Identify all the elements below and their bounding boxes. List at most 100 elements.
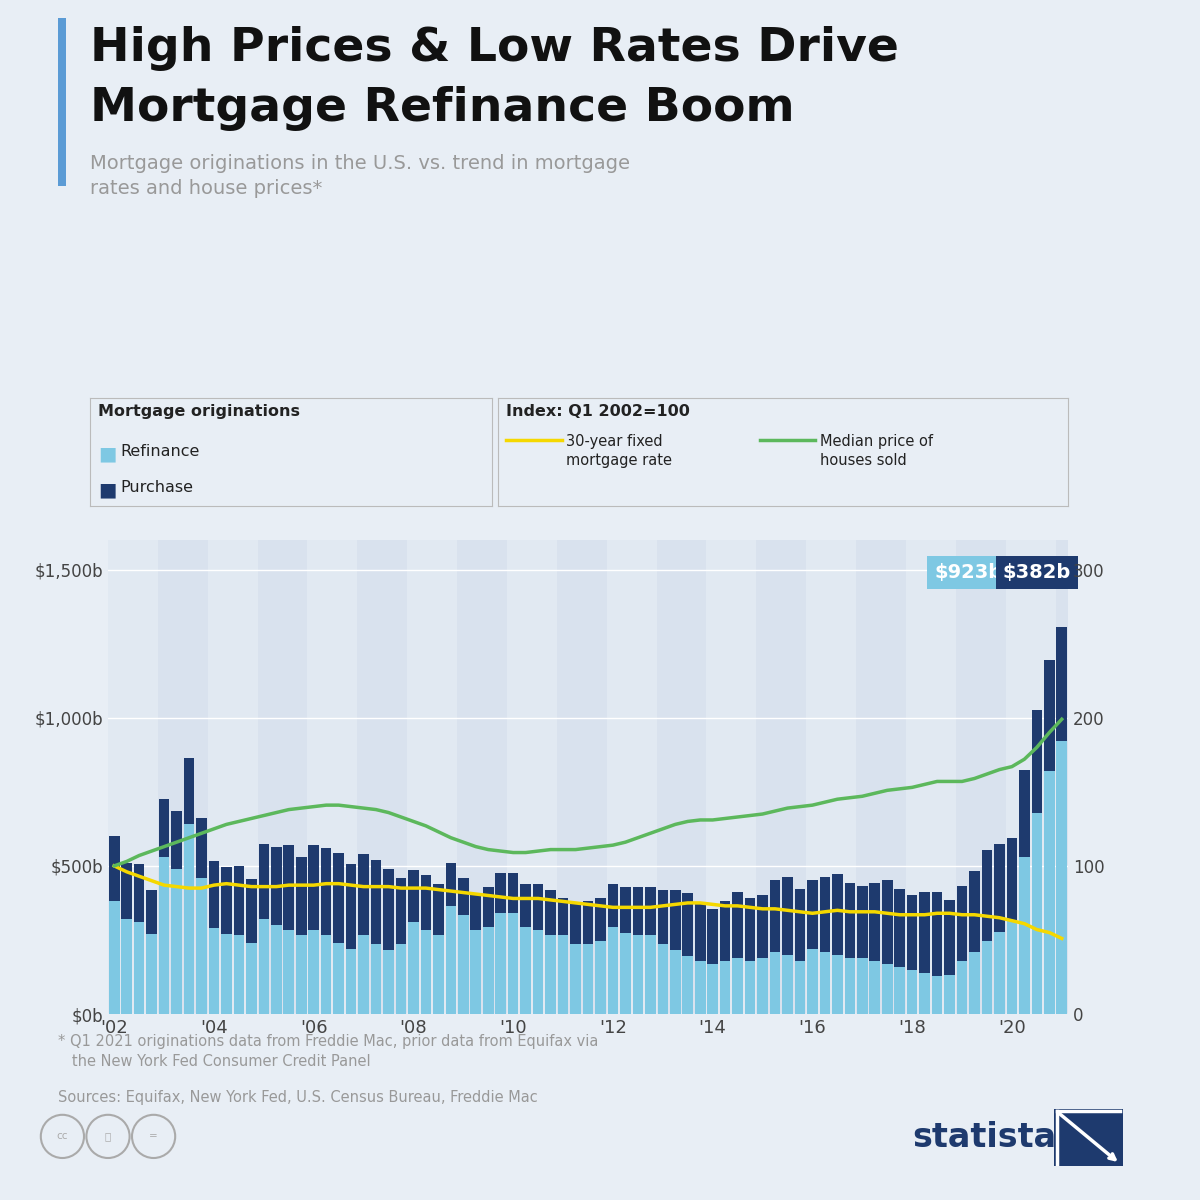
Text: $382b: $382b [1003, 563, 1070, 582]
Bar [1044, 660, 1055, 772]
Bar [172, 811, 182, 869]
Bar [732, 892, 743, 959]
Bar [670, 950, 680, 1014]
Bar [857, 886, 868, 959]
Bar [184, 824, 194, 1014]
Bar [258, 844, 269, 919]
Bar [246, 943, 257, 1014]
Bar [720, 900, 731, 961]
Bar [782, 955, 793, 1014]
Bar [845, 883, 856, 959]
Bar [870, 961, 880, 1014]
Bar [457, 540, 506, 1014]
Bar [108, 540, 158, 1014]
Bar [919, 973, 930, 1014]
Bar [158, 799, 169, 857]
Bar [1006, 540, 1056, 1014]
Text: Mortgage Refinance Boom: Mortgage Refinance Boom [90, 86, 794, 131]
Bar [695, 961, 706, 1014]
Bar [707, 540, 756, 1014]
Bar [656, 540, 707, 1014]
Bar [221, 934, 232, 1014]
Bar [570, 944, 581, 1014]
Bar [970, 953, 979, 1014]
Bar [496, 874, 506, 913]
Bar [956, 886, 967, 961]
Text: * Q1 2021 originations data from Freddie Mac, prior data from Equifax via
   the: * Q1 2021 originations data from Freddie… [58, 1034, 598, 1069]
Bar [632, 936, 643, 1014]
Bar [632, 887, 643, 936]
Bar [421, 875, 431, 930]
Bar [296, 857, 306, 936]
Bar [1007, 919, 1018, 1014]
Bar [359, 854, 368, 936]
Bar [558, 899, 569, 936]
Bar [445, 863, 456, 906]
Bar [346, 864, 356, 949]
Bar [769, 953, 780, 1014]
Bar [158, 857, 169, 1014]
Bar [383, 869, 394, 950]
Bar [533, 930, 544, 1014]
Bar [1056, 628, 1067, 740]
Bar [209, 862, 220, 928]
Bar [407, 540, 457, 1014]
Text: Index: Q1 2002=100: Index: Q1 2002=100 [506, 404, 690, 420]
Bar [683, 956, 694, 1014]
Bar [745, 961, 755, 1014]
Bar [320, 936, 331, 1014]
Bar [1007, 839, 1018, 919]
Bar [994, 931, 1004, 1014]
Bar [956, 961, 967, 1014]
Bar [931, 892, 942, 976]
Bar [508, 913, 518, 1014]
Bar [258, 540, 307, 1014]
Bar [371, 944, 382, 1014]
Bar [595, 942, 606, 1014]
Bar [646, 936, 655, 1014]
Text: ⓘ: ⓘ [104, 1132, 112, 1141]
Bar [146, 889, 157, 934]
Bar [358, 540, 407, 1014]
Bar [134, 922, 144, 1014]
Text: statista: statista [912, 1121, 1056, 1154]
Bar [283, 845, 294, 930]
Bar [482, 926, 493, 1014]
Bar [808, 880, 817, 949]
Bar [396, 877, 407, 944]
Text: 30-year fixed
mortgage rate: 30-year fixed mortgage rate [566, 434, 672, 468]
Bar [408, 870, 419, 922]
Text: Mortgage originations: Mortgage originations [98, 404, 300, 420]
Bar [955, 540, 1006, 1014]
Text: =: = [149, 1132, 158, 1141]
Bar [320, 848, 331, 936]
Bar [346, 949, 356, 1014]
Bar [433, 936, 444, 1014]
Bar [707, 965, 718, 1014]
Bar [794, 889, 805, 961]
Bar [408, 922, 419, 1014]
Bar [371, 860, 382, 944]
Bar [271, 925, 282, 1014]
Bar [944, 900, 955, 976]
Bar [308, 930, 319, 1014]
Bar [545, 889, 556, 936]
Bar [109, 836, 120, 901]
Bar [506, 540, 557, 1014]
Bar [757, 895, 768, 959]
Bar [508, 874, 518, 913]
Bar [421, 930, 431, 1014]
Bar [383, 950, 394, 1014]
Bar [832, 874, 842, 955]
Bar [197, 818, 206, 877]
Bar [756, 540, 806, 1014]
Bar [695, 904, 706, 961]
Bar [620, 887, 631, 932]
Bar [832, 955, 842, 1014]
Text: High Prices & Low Rates Drive: High Prices & Low Rates Drive [90, 26, 899, 72]
Bar [308, 845, 319, 930]
Bar [1044, 772, 1055, 1014]
Bar [857, 959, 868, 1014]
Bar [595, 899, 606, 942]
Bar [234, 866, 245, 936]
